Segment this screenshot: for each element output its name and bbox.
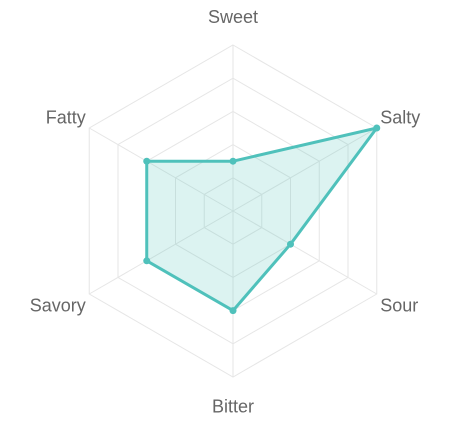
axis-label-fatty: Fatty [46, 107, 86, 127]
spoke-savory [88, 210, 234, 295]
spoke-fatty [88, 127, 234, 212]
spoke-sour [232, 210, 378, 295]
spoke-salty [232, 127, 378, 212]
data-point-sour[interactable] [287, 240, 294, 248]
data-layer [143, 124, 381, 315]
label-layer: Sweet Salty Sour Bitter Savory Fatty [30, 7, 421, 417]
axis-label-savory: Savory [30, 295, 86, 315]
axis-label-salty: Salty [380, 107, 420, 127]
data-point-sweet[interactable] [229, 157, 237, 165]
data-point-savory[interactable] [143, 257, 151, 265]
data-point-bitter[interactable] [229, 307, 237, 315]
data-point-fatty[interactable] [143, 157, 151, 165]
axis-label-sour: Sour [380, 295, 418, 315]
axis-label-bitter: Bitter [212, 397, 254, 417]
axis-label-sweet: Sweet [208, 7, 258, 27]
series-area [145, 126, 379, 313]
data-point-salty[interactable] [373, 124, 381, 132]
